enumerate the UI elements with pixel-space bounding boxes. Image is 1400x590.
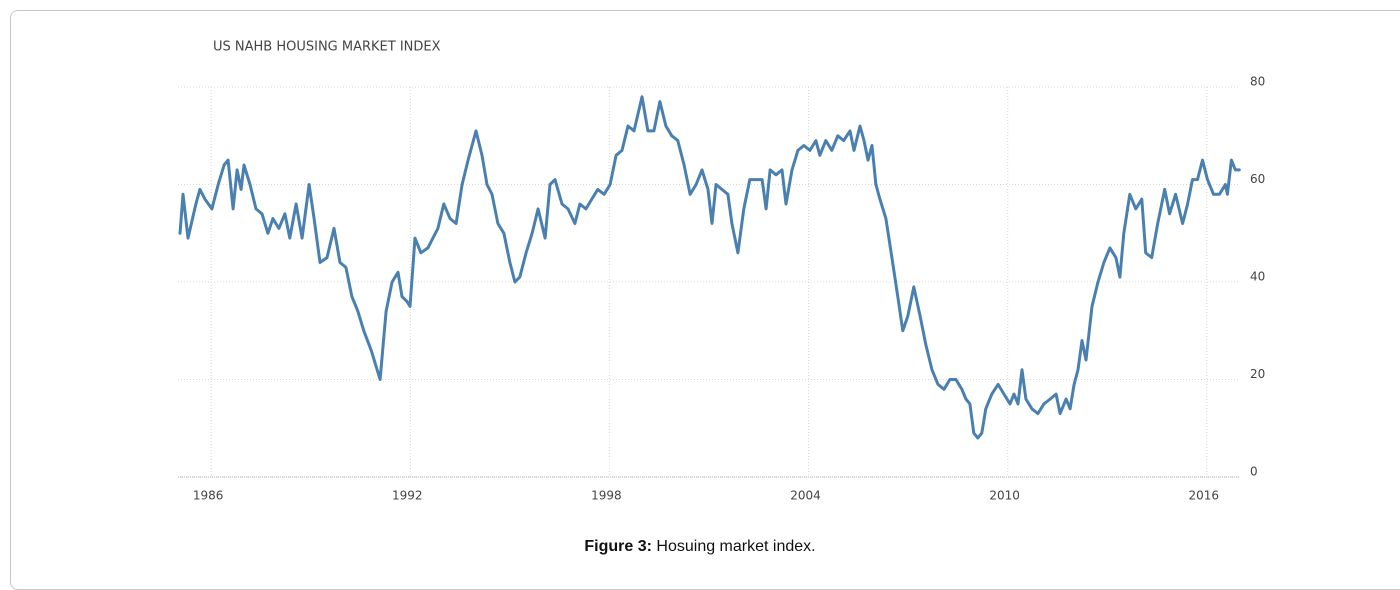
y-tick-label: 0	[1250, 465, 1258, 479]
chart-title: US NAHB HOUSING MARKET INDEX	[213, 40, 441, 55]
figure-caption: Figure 3: Hosuing market index.	[0, 538, 1400, 556]
chart: US NAHB HOUSING MARKET INDEX 0 20 40 60 80 19…	[178, 40, 1265, 503]
caption-label: Figure 3:	[584, 538, 652, 555]
data-line	[178, 95, 1241, 440]
y-tick-label: 80	[1250, 75, 1265, 89]
y-tick-label: 40	[1250, 270, 1265, 284]
x-tick-label: 2004	[790, 489, 821, 503]
x-tick-label: 1986	[193, 489, 224, 503]
x-tick-label: 2016	[1189, 489, 1220, 503]
page: {"chart_data": {"type": "line", "title":…	[0, 10, 1400, 590]
y-tick-label: 60	[1250, 172, 1265, 186]
x-tick-label: 1998	[591, 489, 622, 503]
caption-text: Hosuing market index.	[656, 538, 816, 555]
x-tick-label: 2010	[989, 489, 1020, 503]
x-tick-label: 1992	[392, 489, 423, 503]
y-tick-label: 20	[1250, 367, 1265, 381]
